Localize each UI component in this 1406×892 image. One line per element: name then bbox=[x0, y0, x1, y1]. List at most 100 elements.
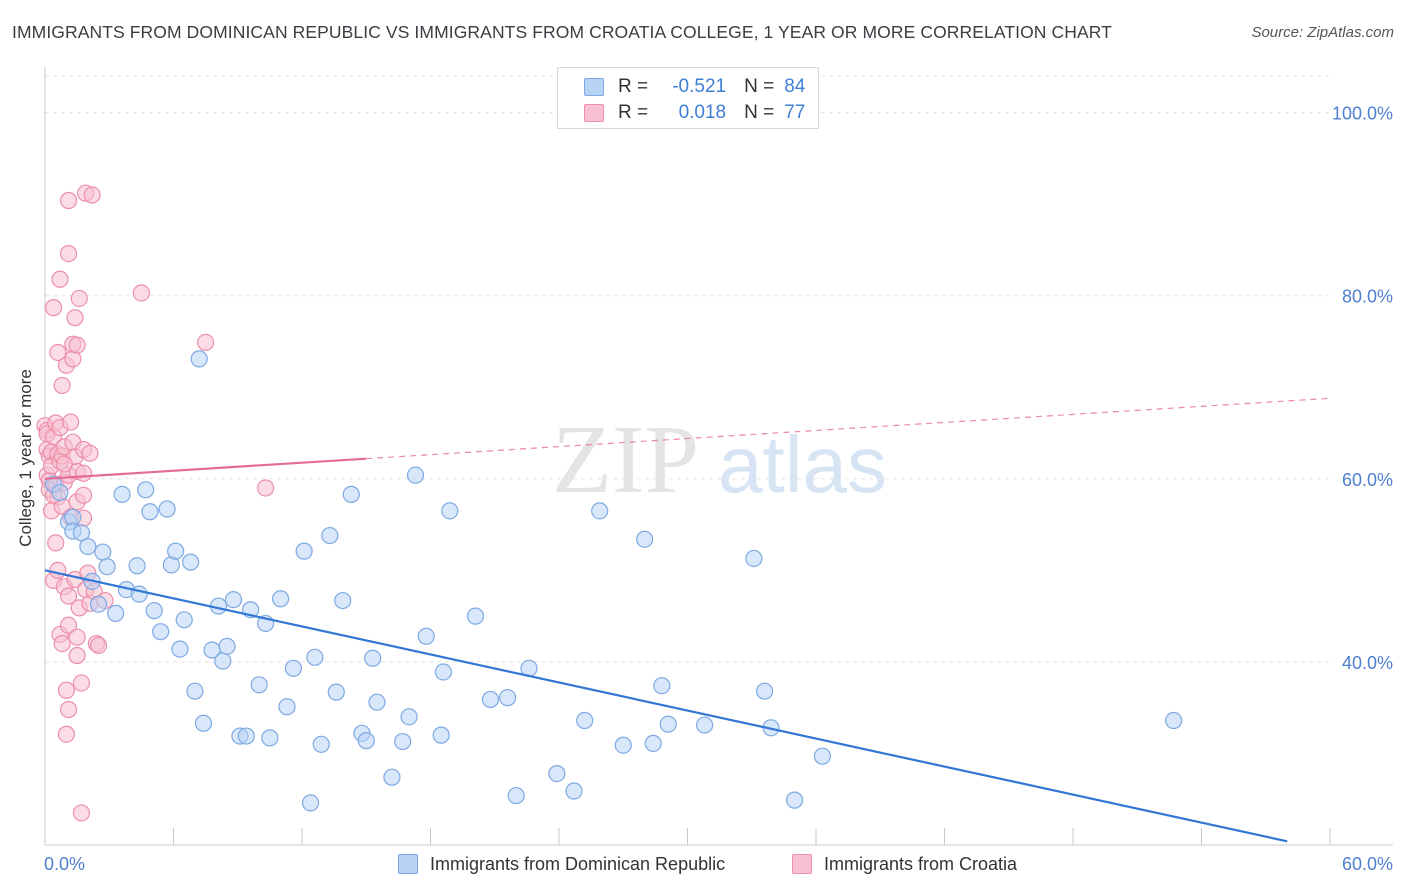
dominican-point bbox=[79, 537, 97, 556]
legend-row-croatia: R = 0.018 N = 77 bbox=[584, 101, 805, 125]
dominican-point bbox=[278, 698, 296, 716]
dominican-point bbox=[214, 652, 232, 670]
legend-n-label: N = bbox=[744, 102, 775, 123]
dominican-trend-line bbox=[44, 569, 1288, 843]
dominican-point bbox=[432, 726, 450, 744]
y-tick-label: 80.0% bbox=[1342, 287, 1393, 307]
dominican-point bbox=[507, 786, 525, 805]
dominican-point bbox=[175, 611, 193, 629]
dominican-point bbox=[98, 558, 116, 576]
croatia-points bbox=[36, 184, 275, 822]
croatia-point bbox=[59, 587, 78, 605]
dominican-point bbox=[261, 729, 279, 747]
dominican-point bbox=[576, 711, 594, 730]
croatia-point bbox=[256, 479, 275, 497]
croatia-trend-extension bbox=[366, 397, 1331, 460]
croatia-point bbox=[59, 616, 78, 634]
dominican-point bbox=[591, 502, 609, 520]
dominican-point bbox=[394, 732, 412, 751]
bottom-legend-label-dominican: Immigrants from Dominican Republic bbox=[430, 853, 726, 874]
croatia-point bbox=[62, 413, 80, 431]
dominican-point bbox=[128, 557, 146, 575]
croatia-point bbox=[74, 464, 93, 482]
watermark-atlas: atlas bbox=[718, 420, 887, 509]
dominican-point bbox=[813, 747, 832, 765]
tick-labels: 40.0% 60.0% 80.0% 100.0% 0.0% 60.0% bbox=[44, 104, 1393, 874]
dominican-point bbox=[194, 714, 213, 732]
legend-n-label: N = bbox=[744, 76, 775, 97]
dominican-point bbox=[653, 677, 671, 695]
dominican-point bbox=[755, 682, 774, 700]
dominican-point bbox=[72, 524, 91, 542]
legend-n-value-croatia: 77 bbox=[784, 102, 806, 123]
dominican-point bbox=[130, 585, 148, 603]
dominican-point bbox=[224, 591, 243, 609]
croatia-point bbox=[68, 336, 86, 354]
croatia-point bbox=[59, 191, 78, 210]
dominican-point bbox=[417, 627, 435, 645]
dominican-point bbox=[152, 623, 170, 641]
dominican-point bbox=[182, 553, 200, 571]
croatia-point bbox=[83, 186, 101, 204]
dominican-point bbox=[250, 676, 268, 694]
legend-r-label: R = bbox=[618, 102, 649, 123]
dominican-point bbox=[321, 526, 339, 545]
dominican-point bbox=[89, 595, 108, 613]
bottom-legend-label-croatia: Immigrants from Croatia bbox=[824, 853, 1018, 874]
dominican-point bbox=[565, 782, 583, 800]
croatia-point bbox=[49, 561, 67, 579]
dominican-point bbox=[295, 542, 313, 560]
zipatlas-watermark: ZIP atlas bbox=[552, 406, 887, 514]
dominican-point bbox=[357, 732, 375, 750]
watermark-zip: ZIP bbox=[552, 406, 699, 514]
correlation-legend: R = -0.521 N = 84 R = 0.018 N = 77 bbox=[557, 67, 819, 129]
dominican-point bbox=[1165, 711, 1183, 730]
dominican-point bbox=[342, 485, 360, 503]
y-tick-label: 100.0% bbox=[1332, 104, 1393, 124]
dominican-point bbox=[190, 350, 208, 368]
croatia-point bbox=[68, 646, 86, 665]
dominican-point bbox=[481, 690, 500, 709]
croatia-point bbox=[68, 628, 86, 646]
croatia-point bbox=[53, 376, 71, 395]
bottom-legend-dominican: Immigrants from Dominican Republic bbox=[398, 852, 725, 876]
croatia-point bbox=[72, 674, 91, 692]
dominican-point bbox=[94, 543, 112, 561]
dominican-point bbox=[137, 481, 155, 499]
dominican-point bbox=[745, 549, 763, 568]
croatia-point bbox=[57, 681, 76, 699]
croatia-point bbox=[132, 284, 150, 302]
dominican-point bbox=[301, 794, 320, 812]
dominican-point bbox=[107, 604, 125, 622]
x-tick-label-max: 60.0% bbox=[1342, 854, 1393, 874]
dominican-point bbox=[400, 708, 418, 726]
croatia-point bbox=[57, 725, 76, 743]
legend-r-value-dominican: -0.521 bbox=[672, 76, 727, 97]
dominican-point bbox=[499, 689, 517, 707]
dominican-point bbox=[158, 500, 176, 518]
dominican-point bbox=[644, 734, 662, 752]
dominican-point bbox=[51, 483, 69, 502]
y-tick-label: 40.0% bbox=[1342, 653, 1393, 673]
dominican-point bbox=[383, 768, 401, 786]
dominican-point bbox=[441, 502, 459, 520]
dominican-point bbox=[271, 590, 290, 608]
croatia-point bbox=[47, 534, 65, 552]
dominican-point bbox=[171, 640, 189, 658]
dominican-point bbox=[659, 715, 677, 733]
legend-r-value-croatia: 0.018 bbox=[678, 102, 727, 123]
croatia-point bbox=[44, 299, 63, 317]
dominican-point bbox=[312, 735, 330, 753]
chart-title: IMMIGRANTS FROM DOMINICAN REPUBLIC VS IM… bbox=[12, 22, 1112, 42]
dominican-point bbox=[167, 542, 185, 560]
dominican-point bbox=[636, 530, 654, 548]
dominican-point bbox=[327, 683, 345, 701]
dominican-point bbox=[434, 663, 452, 681]
legend-row-dominican: R = -0.521 N = 84 bbox=[584, 75, 805, 99]
croatia-point bbox=[70, 289, 88, 308]
croatia-point bbox=[89, 636, 108, 655]
dominican-point bbox=[614, 736, 632, 754]
dominican-point bbox=[466, 607, 485, 625]
dominican-point bbox=[364, 649, 382, 667]
